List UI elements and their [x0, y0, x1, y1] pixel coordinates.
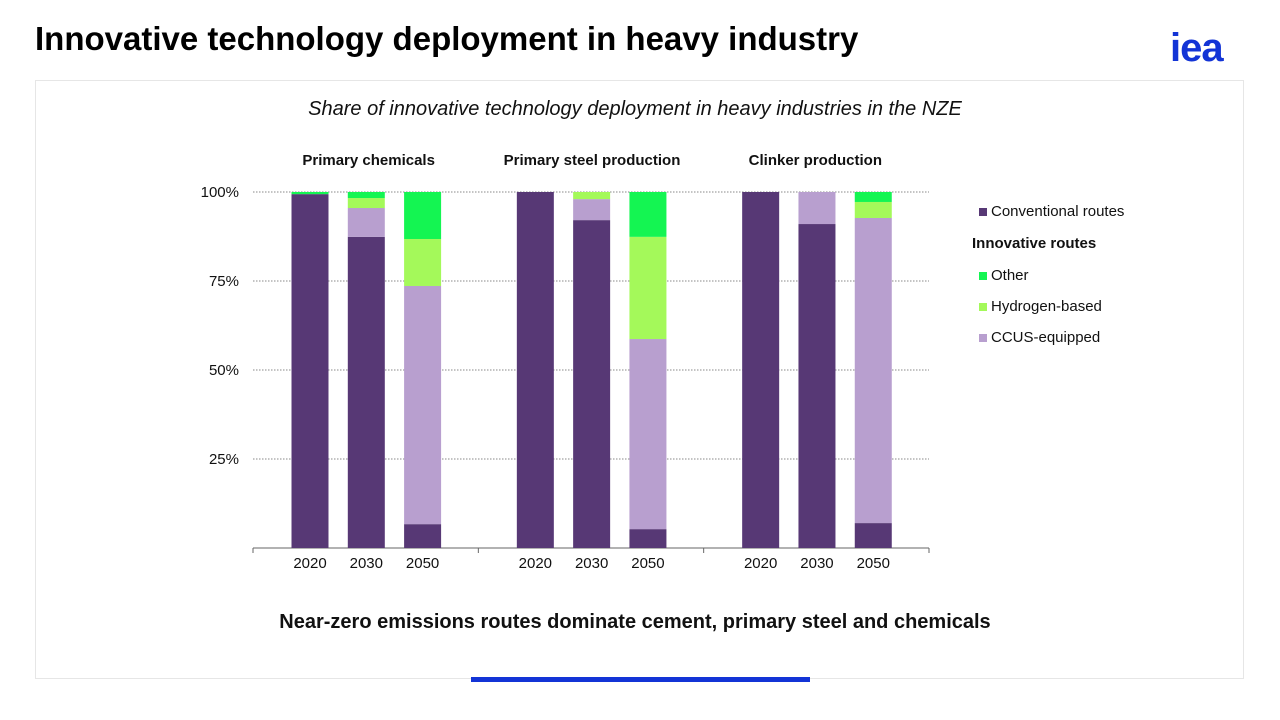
y-tick-label: 100%	[201, 184, 239, 201]
x-tick-label: 2020	[744, 555, 777, 572]
x-tick-label: 2030	[350, 555, 383, 572]
legend-label: Hydrogen-based	[991, 298, 1102, 315]
bar-segment-conventional	[347, 236, 385, 548]
bar-segment-conventional	[629, 529, 667, 548]
group-label: Primary chemicals	[302, 152, 435, 169]
bar-segment-ccus	[629, 339, 667, 530]
x-tick-label: 2050	[631, 555, 664, 572]
bar-segment-conventional	[516, 192, 554, 548]
bar-segment-ccus	[573, 199, 611, 221]
footer-caption: Near-zero emissions routes dominate ceme…	[279, 611, 991, 633]
bar-segment-hydrogen	[573, 192, 611, 200]
x-tick-label: 2030	[800, 555, 833, 572]
x-tick-label: 2030	[575, 555, 608, 572]
x-tick-label: 2020	[293, 555, 326, 572]
bar-segment-other	[404, 192, 442, 239]
bar-segment-other	[347, 192, 385, 199]
bar-segment-hydrogen	[854, 201, 892, 218]
group-label: Primary steel production	[504, 152, 681, 169]
bar-segment-conventional	[291, 194, 329, 549]
bar-segment-conventional	[742, 192, 780, 548]
bar-segment-hydrogen	[629, 236, 667, 340]
legend-label: Conventional routes	[991, 203, 1125, 220]
bar-segment-other	[291, 192, 329, 195]
legend-label: Other	[991, 267, 1029, 284]
page-title: Innovative technology deployment in heav…	[35, 20, 859, 57]
legend-hydrogen: Hydrogen-based	[972, 291, 1124, 322]
x-tick-label: 2020	[519, 555, 552, 572]
bar-segment-conventional	[573, 220, 611, 548]
group-label: Clinker production	[749, 152, 882, 169]
y-tick-label: 25%	[209, 451, 239, 468]
legend-other: Other	[972, 260, 1124, 291]
legend-swatch	[979, 333, 987, 342]
bar-segment-other	[854, 192, 892, 202]
x-tick-label: 2050	[406, 555, 439, 572]
legend-swatch	[979, 302, 987, 311]
bar-segment-ccus	[854, 217, 892, 524]
bar-segment-hydrogen	[347, 198, 385, 209]
legend-label: CCUS-equipped	[991, 329, 1101, 346]
bar-segment-conventional	[854, 523, 892, 548]
legend-swatch	[979, 271, 987, 280]
legend-heading: Innovative routes	[972, 235, 1097, 252]
bar-segment-ccus	[404, 285, 442, 525]
bar-segment-hydrogen	[404, 238, 442, 286]
bar-segment-conventional	[798, 224, 836, 549]
y-tick-label: 50%	[209, 362, 239, 379]
iea-logo: iea	[1170, 26, 1224, 70]
chart-title: Share of innovative technology deploymen…	[308, 98, 962, 120]
bar-segment-ccus	[347, 208, 385, 237]
bar-segment-ccus	[798, 192, 836, 225]
bar-segment-other	[629, 192, 667, 237]
y-tick-label: 75%	[209, 273, 239, 290]
legend-conventional: Conventional routes	[972, 196, 1124, 227]
x-tick-label: 2050	[857, 555, 890, 572]
legend: Conventional routes Innovative routes Ot…	[972, 196, 1124, 353]
legend-swatch	[979, 207, 987, 216]
legend-ccus: CCUS-equipped	[972, 322, 1124, 353]
bar-segment-conventional	[404, 524, 442, 548]
accent-bar	[471, 677, 810, 682]
